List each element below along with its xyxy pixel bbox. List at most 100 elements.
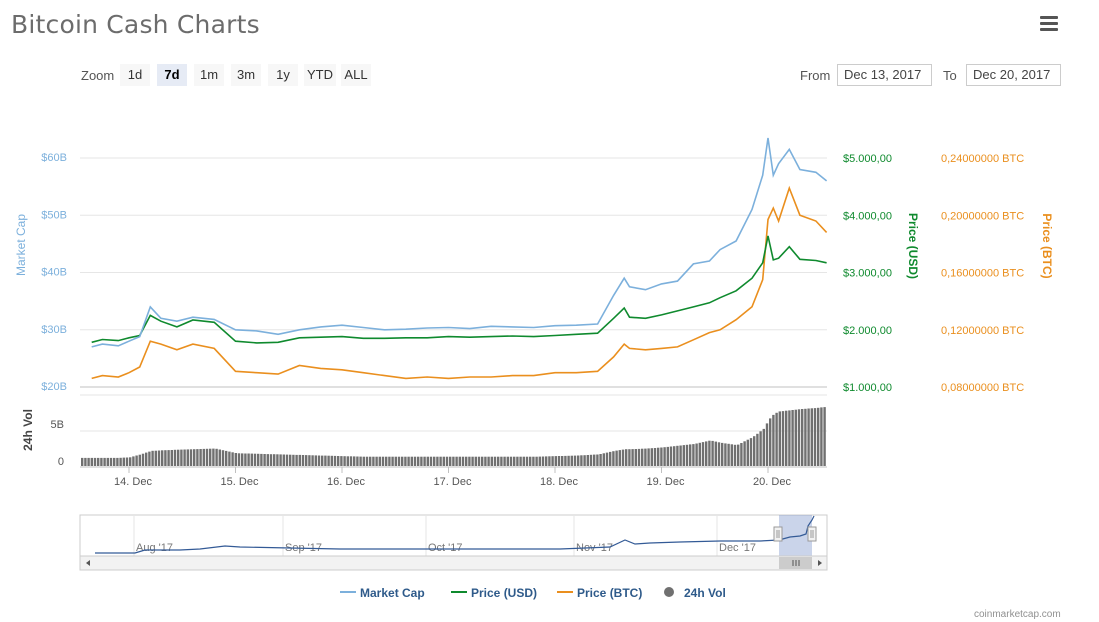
scroll-left-arrow-icon[interactable] [86, 560, 90, 566]
volume-bar [340, 456, 343, 466]
volume-bar [465, 456, 468, 466]
from-date-input[interactable]: Dec 13, 2017 [837, 64, 932, 86]
volume-bar [391, 456, 394, 466]
volume-bar [506, 456, 509, 466]
volume-bar [602, 453, 605, 466]
volume-bar [189, 449, 193, 466]
legend-label[interactable]: Price (USD) [471, 586, 537, 600]
volume-bar [93, 457, 97, 466]
legend-label[interactable]: 24h Vol [684, 586, 726, 600]
volume-bar [484, 456, 487, 466]
volume-bar [455, 456, 458, 466]
volume-bar [615, 450, 618, 466]
scroll-right-arrow-icon[interactable] [818, 560, 822, 566]
navigator-handle[interactable] [773, 526, 783, 542]
axis-tick-price-usd: $4.000,00 [843, 210, 892, 222]
volume-bar [353, 456, 356, 466]
volume-bar [321, 455, 324, 466]
volume-bar [349, 456, 353, 466]
volume-bar [749, 438, 753, 466]
volume-bar [423, 456, 426, 466]
navigator-selected-range [779, 515, 812, 556]
volume-bar [532, 456, 535, 466]
volume-bar [151, 450, 154, 466]
zoom-button-ytd[interactable]: YTD [304, 64, 336, 86]
volume-bar [186, 449, 189, 466]
volume-bar [596, 454, 599, 466]
axis-tick-price-btc: 0,12000000 BTC [941, 325, 1024, 337]
volume-bar [177, 449, 180, 466]
volume-bar [621, 449, 625, 466]
zoom-button-3m[interactable]: 3m [231, 64, 261, 86]
legend-label[interactable]: Market Cap [360, 586, 425, 600]
from-label: From [800, 68, 831, 83]
legend-item[interactable]: Market Cap [340, 586, 425, 600]
volume-bar [132, 456, 135, 466]
volume-bar [753, 436, 756, 466]
page-title: Bitcoin Cash Charts [11, 10, 260, 39]
navigator-series-line [95, 515, 815, 554]
volume-bar [436, 456, 439, 466]
x-axis-label: 15. Dec [221, 476, 259, 488]
volume-bar [257, 453, 260, 466]
volume-bar [721, 442, 724, 466]
x-axis-label: 19. Dec [647, 476, 685, 488]
axis-title-volume: 24h Vol [21, 409, 35, 451]
volume-bar [289, 454, 292, 466]
volume-bar [231, 452, 234, 466]
axis-tick-volume: 5B [51, 419, 64, 431]
volume-bar [471, 456, 474, 466]
volume-bar [250, 453, 253, 466]
zoom-button-1y[interactable]: 1y [268, 64, 298, 86]
volume-bar [820, 407, 823, 466]
volume-bar [138, 454, 141, 466]
zoom-button-all[interactable]: ALL [341, 64, 371, 86]
volume-bar [385, 456, 388, 466]
zoom-button-1m[interactable]: 1m [194, 64, 224, 86]
volume-bar [407, 456, 410, 466]
volume-bar [724, 443, 727, 466]
legend-item[interactable]: 24h Vol [664, 586, 726, 600]
volume-bar [548, 456, 551, 466]
volume-bar [404, 456, 407, 466]
volume-bar [458, 456, 461, 466]
volume-bar [538, 456, 541, 466]
zoom-label: Zoom [81, 68, 115, 83]
volume-bar [295, 454, 298, 466]
zoom-button-1d[interactable]: 1d [120, 64, 150, 86]
volume-bar [327, 455, 330, 466]
volume-bar [266, 454, 269, 466]
volume-bar [100, 457, 103, 466]
volume-bar [647, 448, 650, 466]
volume-bar [253, 453, 257, 466]
hamburger-menu-icon[interactable] [1040, 16, 1058, 32]
axis-tick-market-cap: $60B [41, 152, 67, 164]
volume-bar [125, 457, 129, 466]
volume-bar [583, 455, 586, 466]
volume-bar [330, 455, 333, 466]
volume-bar [519, 456, 522, 466]
volume-bar [698, 442, 701, 466]
navigator-handle[interactable] [807, 526, 817, 542]
legend-item[interactable]: Price (BTC) [557, 586, 642, 600]
legend-item[interactable]: Price (USD) [451, 586, 537, 600]
volume-bar [212, 448, 215, 466]
volume-bar [727, 443, 730, 466]
volume-bar [481, 456, 484, 466]
volume-bar [442, 456, 445, 466]
volume-bar [129, 457, 132, 466]
volume-bar [135, 455, 138, 466]
volume-bar [260, 453, 263, 466]
volume-bar [535, 456, 538, 466]
volume-bar [113, 457, 116, 466]
credit-link[interactable]: coinmarketcap.com [974, 609, 1061, 620]
volume-bar [743, 441, 746, 466]
volume-bar [305, 455, 308, 466]
volume-bar [673, 446, 676, 466]
legend-label[interactable]: Price (BTC) [577, 586, 642, 600]
to-date-input[interactable]: Dec 20, 2017 [966, 64, 1061, 86]
zoom-button-7d[interactable]: 7d [157, 64, 187, 86]
volume-bar [279, 454, 282, 466]
volume-bar [429, 456, 433, 466]
